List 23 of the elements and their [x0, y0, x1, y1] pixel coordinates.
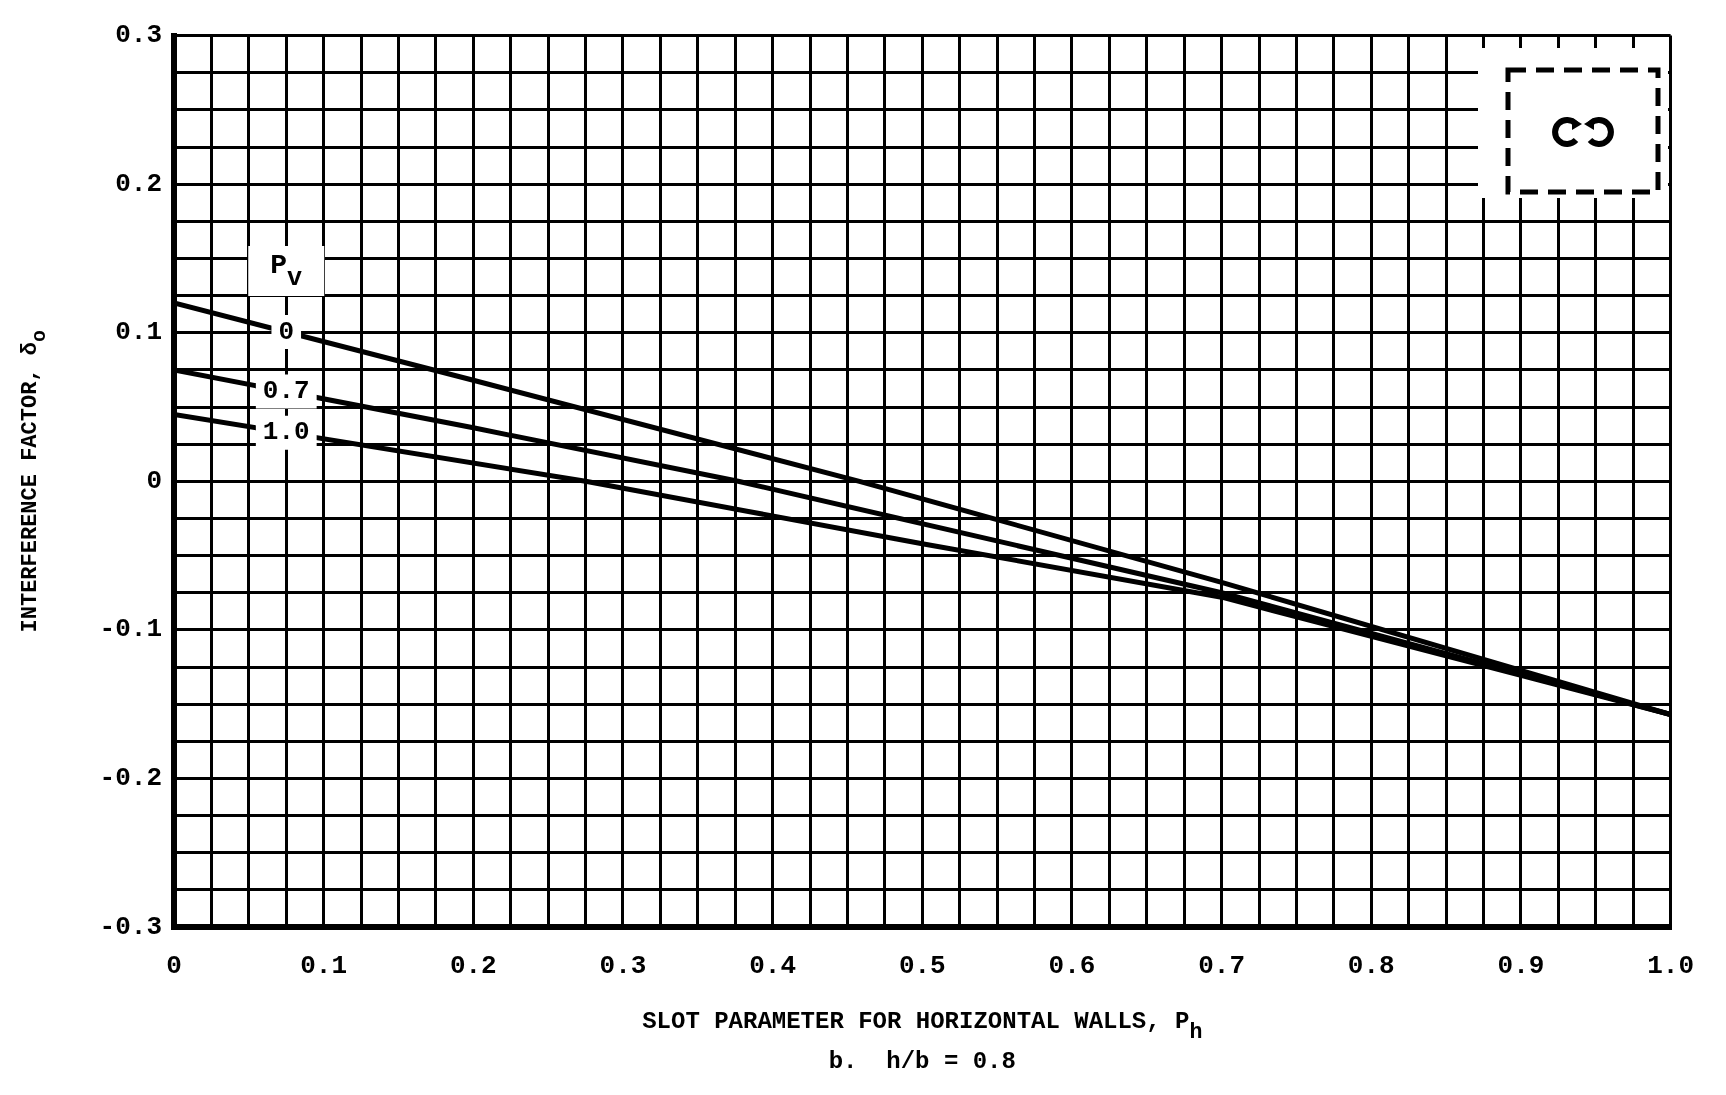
y-axis-title: INTERFERENCE FACTOR, δo	[17, 330, 51, 633]
x-tick-label: 0	[166, 951, 182, 982]
y-tick-label: -0.3	[99, 911, 162, 942]
x-tick-label: 0.3	[599, 951, 647, 982]
x-tick-label: 1.0	[1647, 951, 1694, 982]
x-tick-label: 0.8	[1347, 951, 1395, 982]
y-tick-label: 0.1	[115, 317, 162, 348]
x-tick-label: 0.6	[1048, 951, 1096, 982]
x-tick-label: 0.9	[1497, 951, 1545, 982]
y-tick-label: 0	[146, 465, 162, 496]
x-tick-label: 0.1	[300, 951, 348, 982]
series-label: 0	[278, 316, 295, 347]
x-tick-label: 0.7	[1198, 951, 1246, 982]
x-tick-label: 0.2	[449, 951, 497, 982]
y-tick-label: -0.1	[99, 614, 162, 645]
y-tick-label: 0.3	[115, 20, 162, 51]
x-tick-label: 0.4	[749, 951, 797, 982]
y-tick-label: 0.2	[115, 168, 162, 199]
series-label: 1.0	[262, 417, 310, 448]
text: b. h/b = 0.8	[828, 1048, 1016, 1076]
x-tick-label: 0.5	[898, 951, 946, 982]
series-label: 0.7	[262, 376, 310, 407]
y-tick-label: -0.2	[99, 762, 162, 793]
